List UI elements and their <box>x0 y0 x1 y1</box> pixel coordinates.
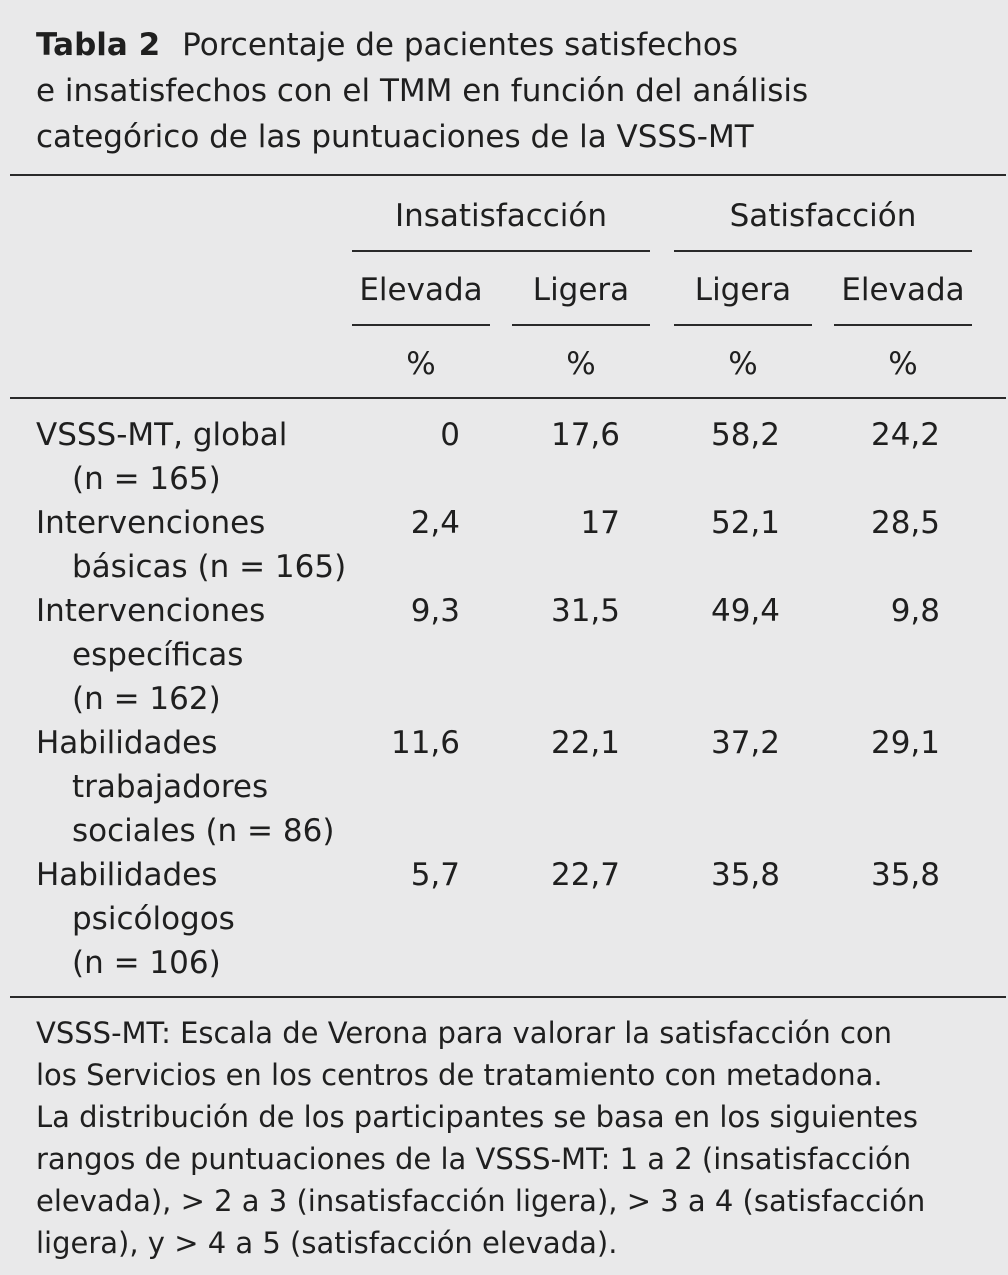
bottom-rule <box>10 996 1006 998</box>
caption-line-3: categórico de las puntuaciones de la VSS… <box>36 119 754 155</box>
table-cell: 31,5 <box>550 593 620 629</box>
table-number: Tabla 2 <box>36 27 161 63</box>
table-cell: 11,6 <box>390 725 460 761</box>
group-underline-insatisfaccion <box>352 250 650 252</box>
table-footnote: VSSS-MT: Escala de Verona para valorar l… <box>36 1012 986 1264</box>
footnote-line: ligera), y > 4 a 5 (satisfacción elevada… <box>36 1226 618 1260</box>
row-label-line: (n = 162) <box>72 681 221 717</box>
row-label-line: (n = 106) <box>72 945 221 981</box>
table-cell: 17,6 <box>550 417 620 453</box>
table-cell: 9,3 <box>410 593 460 629</box>
table-cell: 29,1 <box>870 725 940 761</box>
row-label-line: (n = 165) <box>72 461 221 497</box>
row-label-line: Intervenciones <box>36 593 266 629</box>
row-label-line: Habilidades <box>36 857 218 893</box>
unit-col-2: % <box>566 346 596 382</box>
table-cell: 17 <box>580 505 620 541</box>
footnote-line: VSSS-MT: Escala de Verona para valorar l… <box>36 1016 893 1050</box>
col-underline-3 <box>674 324 812 326</box>
header-rule <box>10 397 1006 399</box>
col-header-elevada-sat: Elevada <box>841 272 965 308</box>
row-label-line: sociales (n = 86) <box>72 813 335 849</box>
row-label-psicologos: Habilidades psicólogos (n = 106) <box>36 853 366 985</box>
table-cell: 2,4 <box>410 505 460 541</box>
footnote-line: los Servicios en los centros de tratamie… <box>36 1058 883 1092</box>
table-cell: 9,8 <box>890 593 940 629</box>
group-underline-satisfaccion <box>674 250 972 252</box>
row-label-line: Habilidades <box>36 725 218 761</box>
table-cell: 35,8 <box>710 857 780 893</box>
table-cell: 24,2 <box>870 417 940 453</box>
col-header-ligera-insat: Ligera <box>532 272 630 308</box>
col-header-elevada-insat: Elevada <box>359 272 483 308</box>
col-underline-1 <box>352 324 490 326</box>
group-header-insatisfaccion: Insatisfacción <box>394 198 608 234</box>
row-label-line: básicas (n = 165) <box>72 549 347 585</box>
col-underline-2 <box>512 324 650 326</box>
table-cell: 49,4 <box>710 593 780 629</box>
table-cell: 37,2 <box>710 725 780 761</box>
table-cell: 35,8 <box>870 857 940 893</box>
caption-line-1: Tabla 2 Porcentaje de pacientes satisfech… <box>36 22 986 68</box>
unit-col-1: % <box>406 346 436 382</box>
row-label-line: psicólogos <box>72 901 235 937</box>
row-label-global: VSSS-MT, global (n = 165) <box>36 413 366 501</box>
table-cell: 22,1 <box>550 725 620 761</box>
table-cell: 0 <box>440 417 460 453</box>
group-header-satisfaccion: Satisfacción <box>729 198 917 234</box>
caption-title-1: Porcentaje de pacientes satisfechos <box>182 27 738 63</box>
caption-line-2: e insatisfechos con el TMM en función de… <box>36 73 809 109</box>
table-caption: Tabla 2 Porcentaje de pacientes satisfech… <box>36 22 986 160</box>
col-underline-4 <box>834 324 972 326</box>
top-rule <box>10 174 1006 176</box>
row-label-line: trabajadores <box>72 769 269 805</box>
footnote-line: La distribución de los participantes se … <box>36 1100 918 1134</box>
row-label-basicas: Intervenciones básicas (n = 165) <box>36 501 366 589</box>
row-label-trabajadores: Habilidades trabajadores sociales (n = 8… <box>36 721 366 853</box>
row-label-especificas: Intervenciones específicas (n = 162) <box>36 589 366 721</box>
table-cell: 28,5 <box>870 505 940 541</box>
footnote-line: rangos de puntuaciones de la VSSS-MT: 1 … <box>36 1142 912 1176</box>
col-header-ligera-sat: Ligera <box>694 272 792 308</box>
table-cell: 5,7 <box>410 857 460 893</box>
row-label-line: Intervenciones <box>36 505 266 541</box>
unit-col-4: % <box>888 346 918 382</box>
table-cell: 22,7 <box>550 857 620 893</box>
row-label-line: VSSS-MT, global <box>36 417 288 453</box>
table-cell: 52,1 <box>710 505 780 541</box>
table-cell: 58,2 <box>710 417 780 453</box>
footnote-line: elevada), > 2 a 3 (insatisfacción ligera… <box>36 1184 926 1218</box>
unit-col-3: % <box>728 346 758 382</box>
row-label-line: específicas <box>72 637 244 673</box>
